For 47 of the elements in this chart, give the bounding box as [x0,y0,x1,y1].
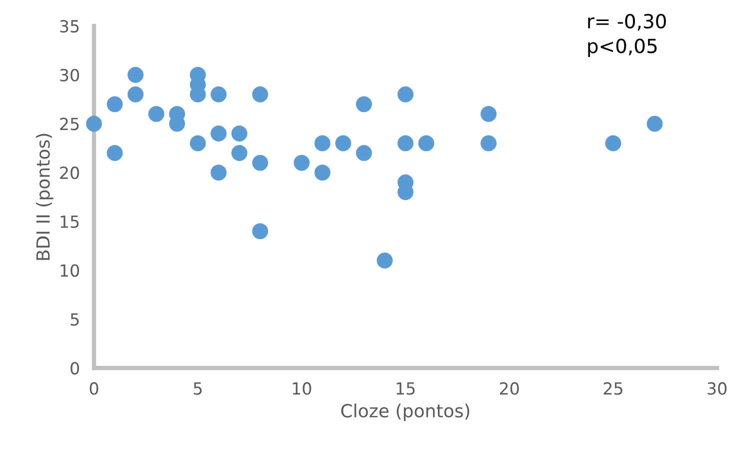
point [231,145,248,162]
point [480,106,497,122]
y-tick-label: 20 [60,166,80,180]
point [480,135,497,152]
point [148,106,164,122]
point [418,135,434,152]
point [128,86,144,102]
point [210,164,227,181]
point [86,116,102,132]
point [605,135,622,152]
x-tick-label: 20 [500,382,519,395]
point [314,135,330,152]
point [398,135,414,152]
point [646,116,663,132]
x-tick-label: 25 [604,382,622,395]
y-tick-label: 10 [60,264,80,277]
x-axis-title: Cloze (pontos) [341,404,470,422]
point [314,164,330,181]
point [252,86,268,102]
point [376,252,393,268]
point [210,86,227,102]
y-tick-label: 35 [60,20,79,33]
point [231,126,248,142]
point [106,145,123,162]
y-tick-label: 25 [60,118,79,130]
point [398,86,414,102]
y-axis-title: BDI II (pontos) [36,134,54,260]
x-tick-label: 0 [90,382,98,395]
point [190,135,206,152]
x-tick-label: 30 [708,382,726,395]
point [252,223,268,240]
point [356,96,372,112]
y-tick-label: 15 [60,216,79,228]
point [356,145,372,162]
y-tick-label: 0 [70,362,80,375]
x-tick-label: 5 [194,382,202,395]
point [294,154,310,171]
x-tick-label: 10 [292,382,312,395]
point [210,126,227,142]
x-tick-label: 15 [396,382,415,395]
point [106,96,123,112]
y-tick-label: 30 [60,68,80,82]
point [128,66,144,83]
point [252,154,268,171]
point [335,135,352,152]
y-tick-label: 5 [70,313,79,326]
annotation: r= -0,30 p<0,05 [588,14,666,58]
